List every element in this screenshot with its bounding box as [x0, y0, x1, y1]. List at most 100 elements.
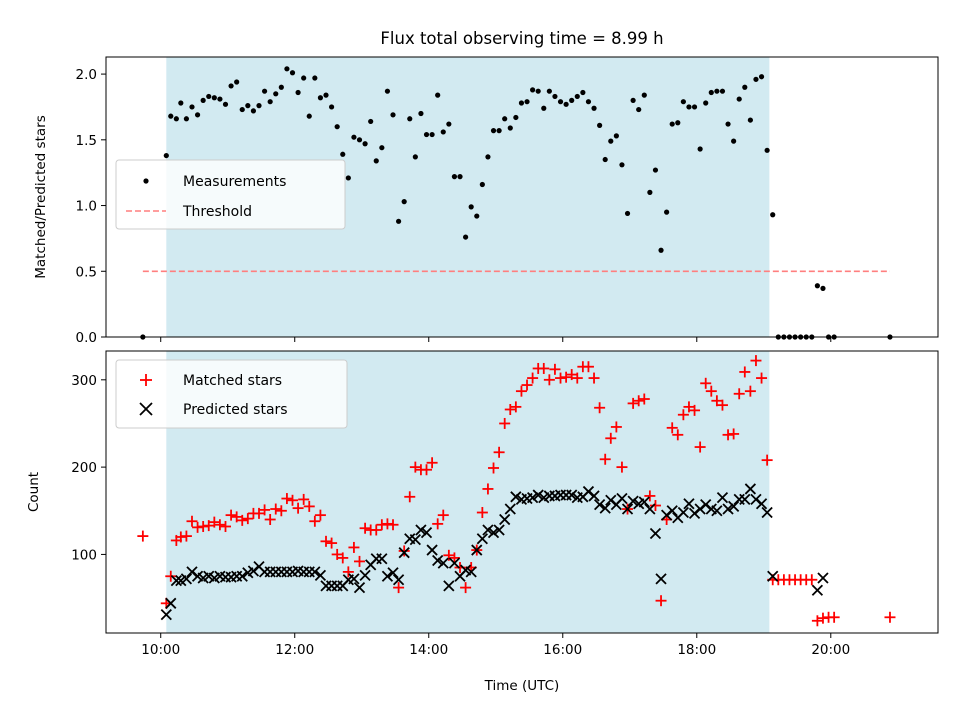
bottom-panel: 100 200 300 10:00 12:00 14:00 16:00 18:00 20:00…: [26, 350, 939, 694]
measurement-point: [295, 89, 301, 96]
matched-stars-point: [711, 395, 723, 407]
measurement-point: [680, 99, 686, 105]
legend-predicted-label: Predicted stars: [183, 402, 288, 418]
top-y-axis: 0.0 0.5 1.0 1.5 2.0: [76, 67, 106, 346]
matched-stars-point: [298, 493, 310, 505]
measurement-point: [256, 103, 262, 109]
measurement-point: [613, 133, 619, 139]
measurement-point: [725, 121, 731, 127]
measurement-point: [569, 97, 575, 103]
measurement-point: [552, 93, 558, 100]
measurement-point: [183, 116, 190, 122]
predicted-stars-point: [621, 503, 634, 515]
measurement-point: [312, 75, 318, 81]
matched-stars-point: [571, 372, 583, 384]
predicted-stars-point: [170, 574, 182, 587]
x-tick-label: 16:00: [543, 642, 582, 658]
x-axis-label: Time (UTC): [484, 678, 560, 694]
measurement-point: [401, 199, 407, 205]
measurement-point: [379, 145, 385, 151]
measurement-point: [758, 74, 765, 80]
predicted-stars-point: [165, 597, 177, 609]
matched-stars-point: [672, 429, 684, 441]
matched-stars-point: [566, 369, 578, 381]
matched-stars-point: [342, 566, 354, 578]
measurement-point: [669, 121, 675, 127]
matched-stars-point: [499, 417, 511, 429]
bottom-data-marks: [137, 355, 896, 627]
matched-stars-point: [370, 524, 382, 536]
measurement-point: [384, 88, 391, 94]
measurement-point: [535, 88, 541, 94]
predicted-stars-point: [415, 524, 427, 536]
matched-stars-point: [633, 395, 645, 407]
measurement-point: [658, 247, 664, 253]
measurement-point: [435, 92, 441, 98]
measurement-point: [731, 138, 737, 144]
top-panel: 0.0 0.5 1.0 1.5 2.0 Flux total observing tim…: [33, 29, 939, 346]
measurement-point: [703, 100, 709, 106]
matched-stars-point: [739, 366, 751, 378]
predicted-stars-point: [739, 493, 751, 506]
matched-stars-point: [337, 552, 349, 564]
matched-stars-point: [476, 507, 488, 519]
matched-stars-point: [460, 582, 472, 594]
legend-matched-marker: [140, 374, 152, 386]
predicted-stars-point: [649, 527, 662, 540]
measurement-point: [334, 124, 340, 130]
measurement-point: [597, 122, 603, 128]
matched-stars-point: [180, 530, 192, 542]
predicted-stars-point: [398, 547, 410, 559]
predicted-stars-point: [716, 492, 729, 504]
measurement-point: [563, 101, 569, 107]
measurement-point: [507, 125, 513, 131]
matched-stars-point: [582, 361, 594, 373]
predicted-stars-point: [493, 524, 505, 536]
predicted-stars-point: [236, 570, 248, 582]
bottom-x-axis: 10:00 12:00 14:00 16:00 18:00 20:00: [141, 633, 850, 658]
y-tick-label: 300: [71, 373, 97, 389]
matched-stars-point: [314, 509, 326, 521]
predicted-stars-point: [499, 513, 511, 526]
matched-stars-point: [756, 372, 768, 384]
predicted-stars-point: [443, 580, 455, 592]
predicted-stars-point: [526, 492, 539, 504]
measurement-point: [474, 213, 480, 219]
measurement-point: [708, 89, 714, 96]
measurement-point: [630, 97, 636, 103]
measurement-point: [647, 189, 653, 195]
matched-stars-point: [404, 491, 416, 503]
matched-stars-point: [733, 388, 745, 400]
matched-stars-point: [292, 502, 304, 514]
predicted-stars-point: [627, 495, 639, 507]
matched-stars-point: [426, 457, 438, 469]
measurement-point: [719, 88, 726, 94]
measurement-point: [189, 104, 195, 110]
top-y-axis-label: Matched/Predicted stars: [33, 115, 49, 278]
legend-predicted-marker: [139, 402, 153, 416]
measurement-point: [328, 104, 335, 110]
matched-stars-point: [744, 385, 756, 397]
matched-stars-point: [549, 363, 561, 375]
measurement-point: [714, 88, 720, 94]
matched-stars-point: [137, 530, 149, 542]
measurement-point: [395, 218, 402, 224]
predicted-stars-point: [471, 544, 483, 556]
matched-stars-point: [432, 518, 444, 530]
matched-stars-point: [527, 372, 539, 384]
predicted-stars-point: [722, 503, 734, 515]
matched-stars-point: [599, 453, 611, 465]
measurement-point: [440, 129, 446, 135]
x-tick-label: 12:00: [275, 642, 314, 658]
predicted-stars-point: [180, 573, 193, 585]
matched-stars-point: [750, 355, 762, 367]
predicted-stars-point: [465, 566, 477, 578]
predicted-stars-point: [353, 581, 366, 594]
matched-stars-point: [806, 574, 818, 586]
measurement-point: [446, 121, 452, 127]
y-tick-label: 200: [71, 460, 97, 476]
matched-stars-point: [666, 422, 678, 434]
measurement-point: [624, 210, 631, 217]
predicted-stars-point: [599, 502, 611, 514]
matched-stars-point: [225, 509, 237, 521]
